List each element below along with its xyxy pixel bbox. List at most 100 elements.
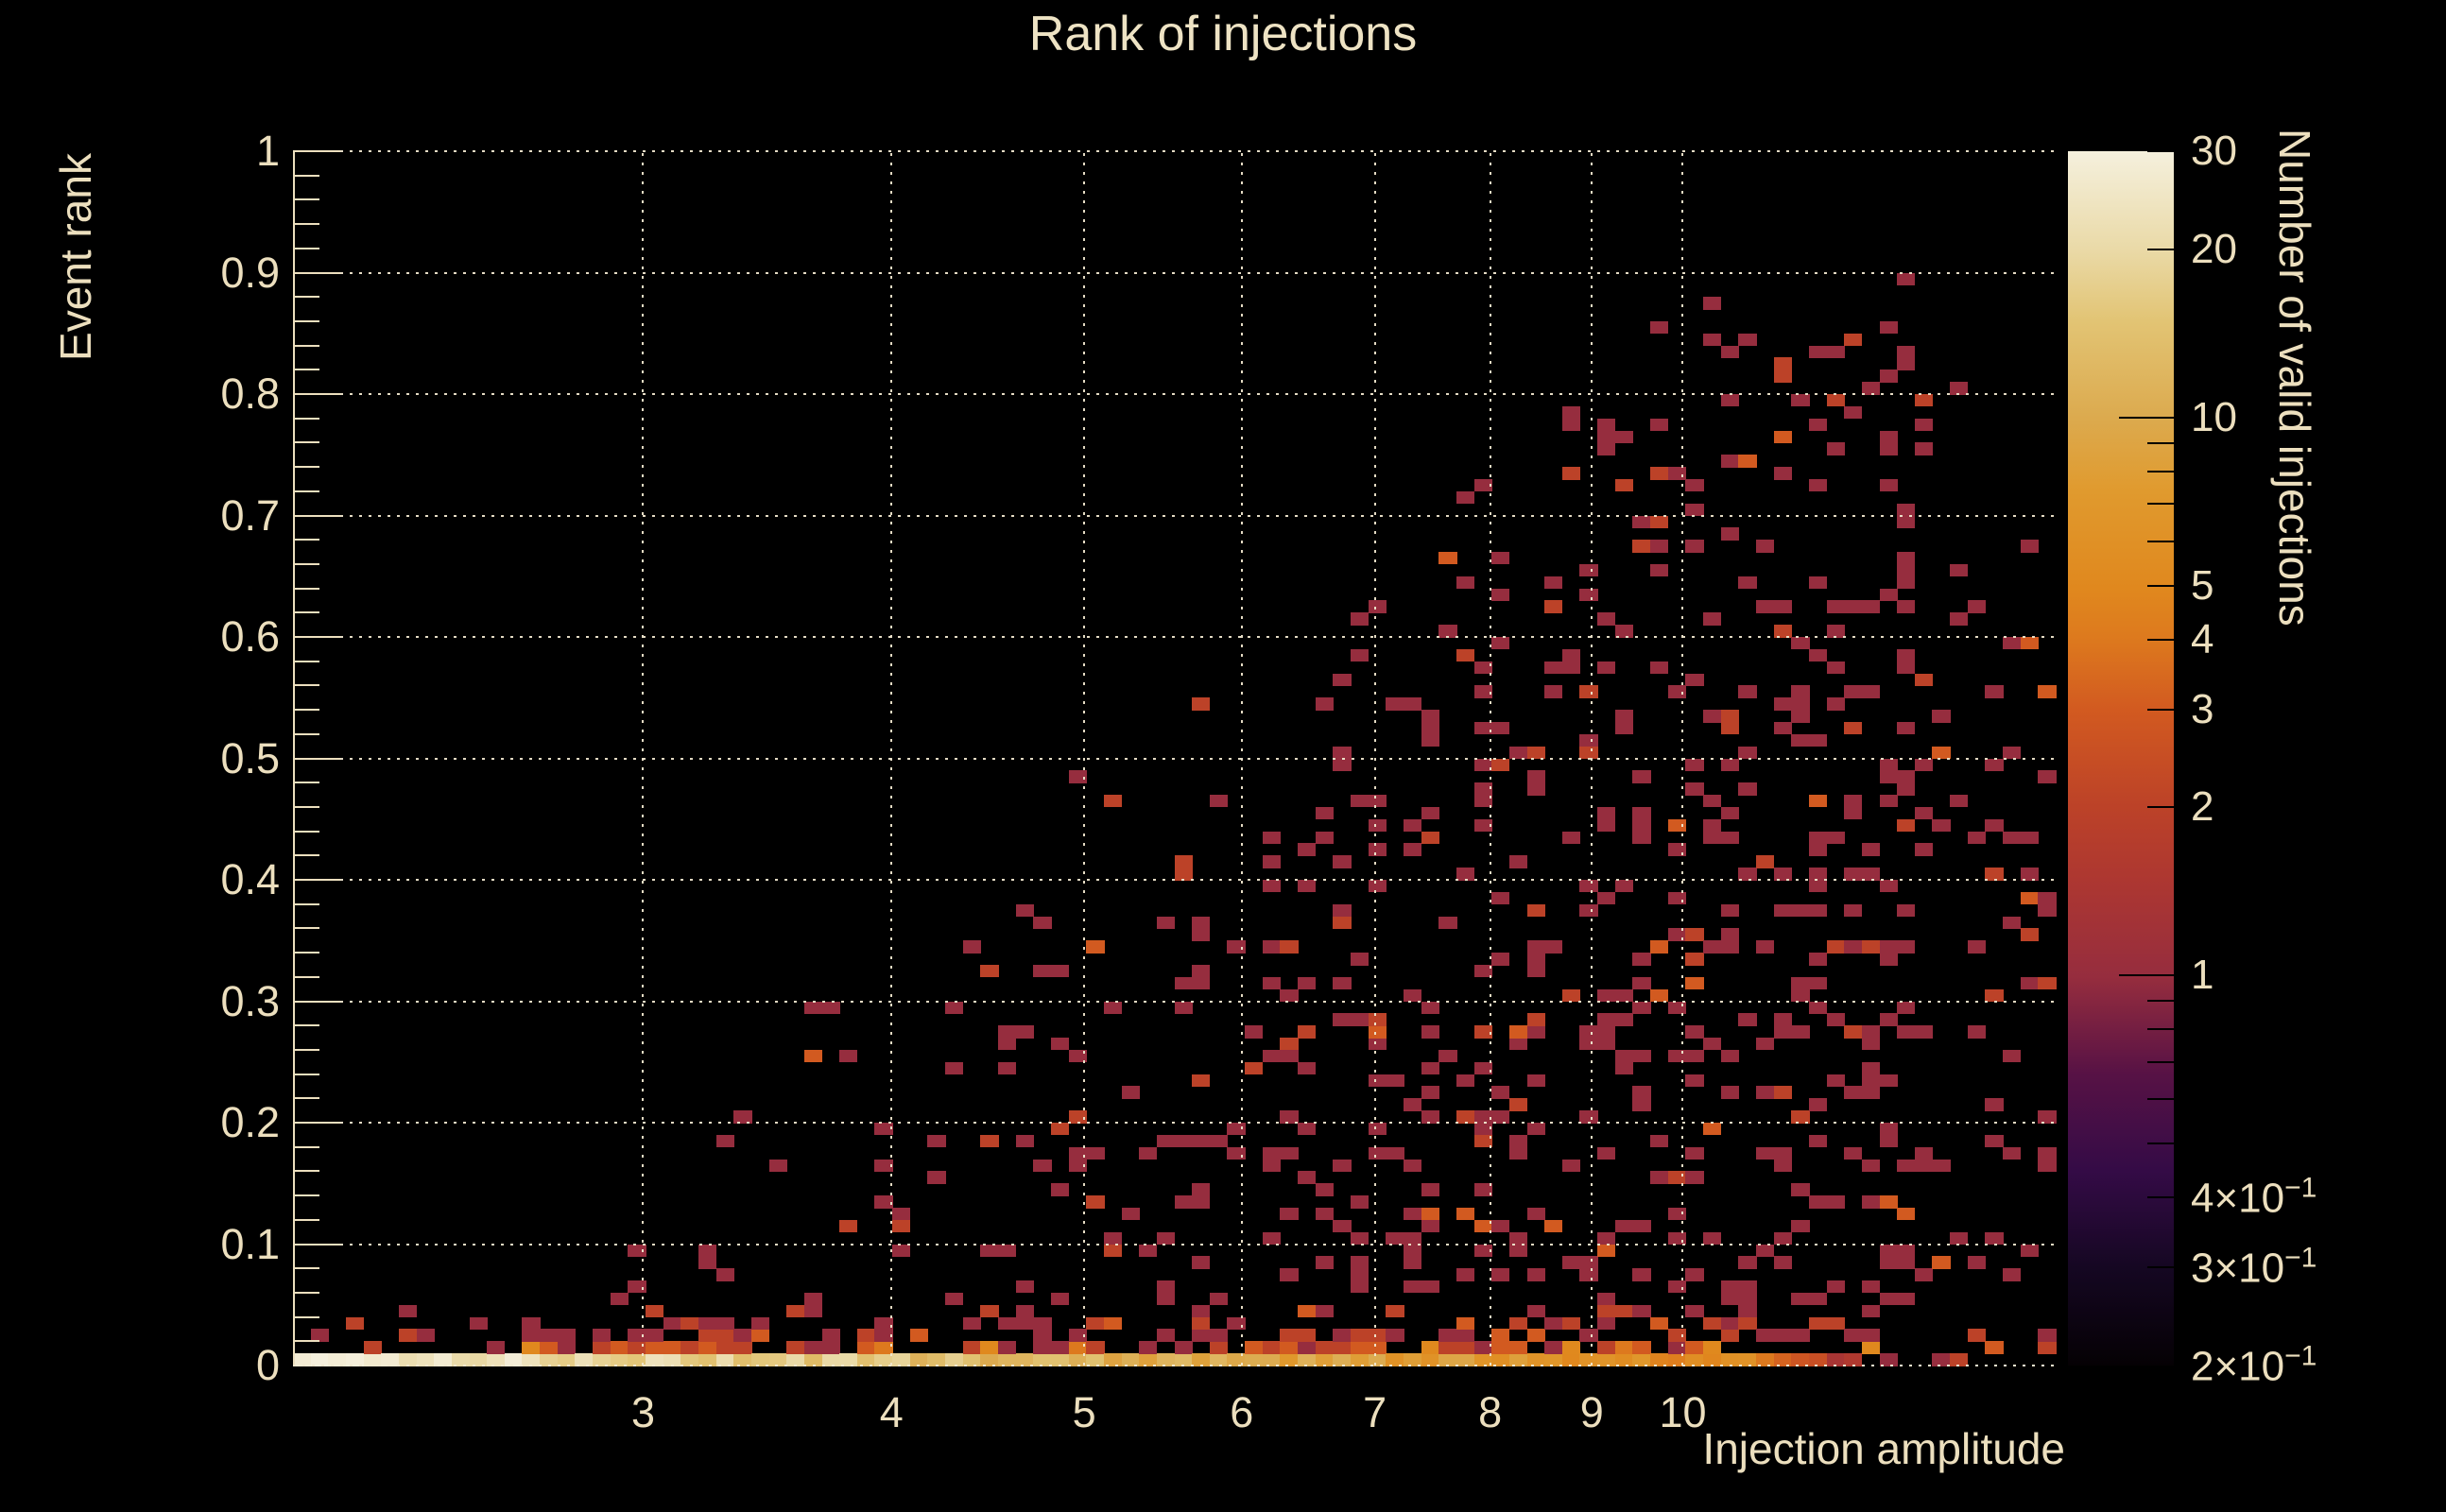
heatmap-cell [1262, 940, 1281, 954]
heatmap-cell [1386, 697, 1404, 711]
heatmap-cell [1544, 1341, 1563, 1354]
heatmap-cell [628, 1280, 646, 1294]
heatmap-cell [1773, 1329, 1792, 1342]
heatmap-cell [1897, 1001, 1916, 1014]
heatmap-cell [1685, 1268, 1704, 1281]
heatmap-cell [1473, 818, 1492, 833]
heatmap-cell [1755, 855, 1775, 868]
heatmap-cell [1315, 1341, 1334, 1354]
heatmap-cell [1403, 843, 1422, 856]
heatmap-cell [1526, 1329, 1545, 1342]
heatmap-cell [715, 1316, 734, 1331]
heatmap-cell [1597, 988, 1616, 1003]
heatmap-cell [1561, 405, 1581, 420]
heatmap-cell [1491, 1086, 1510, 1099]
heatmap-cell [1720, 1292, 1739, 1306]
heatmap-cell [1720, 1316, 1739, 1331]
heatmap-cell [1351, 1280, 1369, 1294]
heatmap-cell [487, 1341, 506, 1354]
heatmap-cell [1897, 1025, 1916, 1039]
heatmap-cell [1861, 1074, 1881, 1088]
heatmap-cell [540, 1341, 559, 1354]
y-tick-label: 1 [255, 127, 280, 175]
heatmap-cell [1156, 1280, 1176, 1294]
heatmap-cell [1720, 1049, 1739, 1063]
y-major-tick [293, 1243, 340, 1246]
heatmap-cell [927, 1134, 946, 1148]
heatmap-cell [1773, 1146, 1792, 1160]
heatmap-cell [1561, 1341, 1581, 1354]
heatmap-cell [1333, 1013, 1352, 1026]
heatmap-cell [1773, 1025, 1792, 1039]
heatmap-cell [1526, 940, 1545, 954]
heatmap-cell [1844, 806, 1863, 820]
heatmap-cell [1897, 552, 1916, 565]
heatmap-cell [1544, 600, 1563, 613]
heatmap-cell [1632, 770, 1651, 783]
y-major-tick [293, 1122, 340, 1124]
heatmap-cell [1315, 831, 1334, 845]
heatmap-cell [1826, 600, 1845, 613]
heatmap-cell [663, 1353, 681, 1366]
heatmap-cell [1897, 1244, 1916, 1257]
heatmap-cell [1192, 1183, 1211, 1196]
heatmap-cell [1579, 880, 1598, 893]
heatmap-cell [927, 1353, 946, 1366]
heatmap-cell [416, 1353, 435, 1366]
y-minor-tick [293, 805, 319, 808]
heatmap-cell [1403, 697, 1422, 711]
heatmap-cell [1950, 612, 1969, 626]
heatmap-cell [1667, 1341, 1686, 1354]
heatmap-cell [610, 1341, 629, 1354]
heatmap-cell [1667, 685, 1686, 698]
heatmap-cell [698, 1329, 717, 1342]
heatmap-cell [593, 1353, 612, 1366]
heatmap-cell [1685, 782, 1704, 796]
heatmap-cell [1738, 333, 1757, 347]
y-minor-tick [293, 611, 319, 614]
heatmap-cell [1351, 953, 1369, 966]
heatmap-cell [1861, 600, 1881, 613]
heatmap-cell [1438, 552, 1457, 565]
heatmap-cell [2038, 976, 2057, 990]
heatmap-cell [1808, 1001, 1828, 1014]
heatmap-cell [1755, 1038, 1775, 1051]
heatmap-cell [1808, 1195, 1828, 1209]
heatmap-cell [874, 1353, 893, 1366]
x-tick-label: 10 [1659, 1388, 1707, 1436]
heatmap-cell [1861, 1159, 1881, 1172]
heatmap-cell [1597, 1146, 1616, 1160]
heatmap-cell [1245, 1341, 1264, 1354]
colorbar-minor-tick [2147, 540, 2174, 542]
heatmap-cell [1897, 818, 1916, 833]
heatmap-cell [892, 1219, 911, 1233]
heatmap-cell [1491, 1329, 1510, 1342]
gridline-x [642, 151, 645, 1366]
heatmap-cell [557, 1341, 576, 1354]
heatmap-cell [2038, 891, 2057, 905]
heatmap-cell [1773, 430, 1792, 443]
heatmap-cell [1879, 1292, 1898, 1306]
heatmap-cell [1403, 1159, 1422, 1172]
x-tick-label: 9 [1579, 1388, 1604, 1436]
heatmap-cell [1368, 1013, 1387, 1026]
heatmap-cell [1086, 1316, 1105, 1331]
heatmap-cell [1879, 1013, 1898, 1026]
heatmap-cell [1755, 1353, 1775, 1366]
heatmap-cell [1280, 1110, 1299, 1124]
heatmap-cell [1015, 903, 1034, 918]
heatmap-cell [1351, 795, 1369, 808]
heatmap-cell [1685, 478, 1704, 492]
heatmap-cell [1526, 770, 1545, 783]
heatmap-cell [821, 1341, 840, 1354]
heatmap-cell [2020, 891, 2039, 905]
y-major-tick [293, 393, 340, 395]
heatmap-cell [1333, 916, 1352, 929]
heatmap-cell [1879, 442, 1898, 455]
y-minor-tick [293, 1194, 319, 1197]
colorbar-minor-tick [2147, 1028, 2174, 1031]
heatmap-cell [1033, 1316, 1052, 1331]
heatmap-cell [998, 1316, 1017, 1331]
heatmap-cell [1791, 685, 1810, 698]
